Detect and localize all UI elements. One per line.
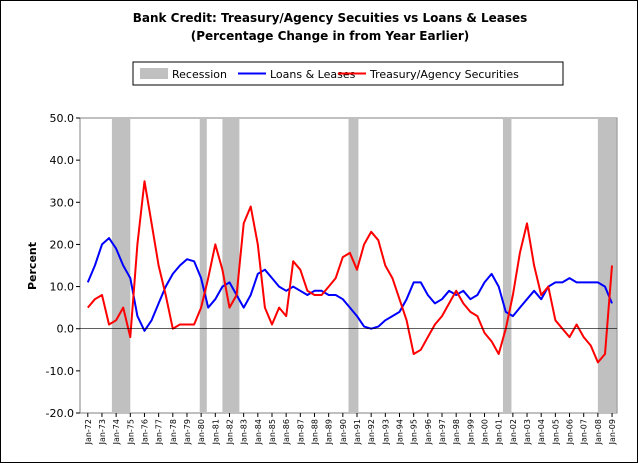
x-tick-label: Jan-91	[353, 419, 362, 445]
legend-label: Loans & Leases	[270, 68, 356, 81]
x-tick-label: Jan-81	[211, 419, 220, 445]
x-tick-label: Jan-88	[310, 419, 319, 445]
x-tick-label: Jan-94	[396, 419, 405, 445]
x-tick-label: Jan-73	[98, 419, 107, 445]
x-tick-label: Jan-09	[608, 419, 617, 445]
recession-band	[597, 118, 617, 413]
x-tick-label: Jan-06	[566, 419, 575, 445]
x-tick-label: Jan-07	[580, 419, 589, 445]
y-tick-label: 50.0	[50, 112, 75, 125]
chart-subtitle: (Percentage Change in from Year Earlier)	[191, 29, 470, 43]
recession-band	[502, 118, 512, 413]
recession-band	[199, 118, 207, 413]
x-tick-label: Jan-86	[282, 419, 291, 445]
x-tick-label: Jan-97	[438, 419, 447, 445]
y-axis-label: Percent	[26, 242, 39, 290]
x-tick-label: Jan-82	[225, 419, 234, 445]
recession-band	[348, 118, 359, 413]
x-tick-label: Jan-75	[126, 419, 135, 445]
x-tick-label: Jan-98	[452, 419, 461, 445]
x-tick-label: Jan-01	[495, 419, 504, 445]
x-tick-label: Jan-74	[112, 419, 121, 445]
x-tick-label: Jan-02	[509, 419, 518, 445]
legend-label: Recession	[172, 68, 227, 81]
x-tick-label: Jan-95	[410, 419, 419, 445]
y-tick-label: 10.0	[50, 281, 75, 294]
chart-title: Bank Credit: Treasury/Agency Secuities v…	[133, 11, 528, 25]
recession-band	[222, 118, 240, 413]
x-tick-label: Jan-92	[367, 419, 376, 445]
y-tick-label: -20.0	[46, 407, 74, 420]
x-tick-label: Jan-99	[466, 419, 475, 445]
x-tick-label: Jan-76	[140, 419, 149, 445]
x-tick-label: Jan-90	[339, 419, 348, 445]
x-tick-label: Jan-03	[523, 419, 532, 445]
x-tick-label: Jan-89	[325, 419, 334, 445]
x-tick-label: Jan-04	[537, 419, 546, 445]
x-tick-label: Jan-78	[169, 419, 178, 445]
y-tick-label: 30.0	[50, 196, 75, 209]
x-tick-label: Jan-08	[594, 419, 603, 445]
x-tick-label: Jan-00	[481, 419, 490, 445]
x-tick-label: Jan-96	[424, 419, 433, 445]
x-tick-label: Jan-85	[268, 419, 277, 445]
x-tick-label: Jan-84	[254, 419, 263, 445]
x-tick-label: Jan-72	[84, 419, 93, 445]
series-line	[87, 180, 613, 364]
y-tick-label: -10.0	[46, 365, 74, 378]
x-tick-label: Jan-87	[296, 419, 305, 445]
x-tick-label: Jan-93	[381, 419, 390, 445]
y-tick-label: 20.0	[50, 238, 75, 251]
x-tick-label: Jan-05	[551, 419, 560, 445]
x-tick-label: Jan-83	[240, 419, 249, 445]
series-line	[86, 237, 613, 332]
y-tick-label: 40.0	[50, 154, 75, 167]
legend-swatch	[140, 68, 168, 79]
x-tick-label: Jan-80	[197, 419, 206, 445]
y-tick-label: 0.0	[57, 323, 75, 336]
x-tick-label: Jan-79	[183, 419, 192, 445]
recession-band	[111, 118, 131, 413]
x-tick-label: Jan-77	[155, 419, 164, 445]
legend-label: Treasury/Agency Securities	[369, 68, 519, 81]
